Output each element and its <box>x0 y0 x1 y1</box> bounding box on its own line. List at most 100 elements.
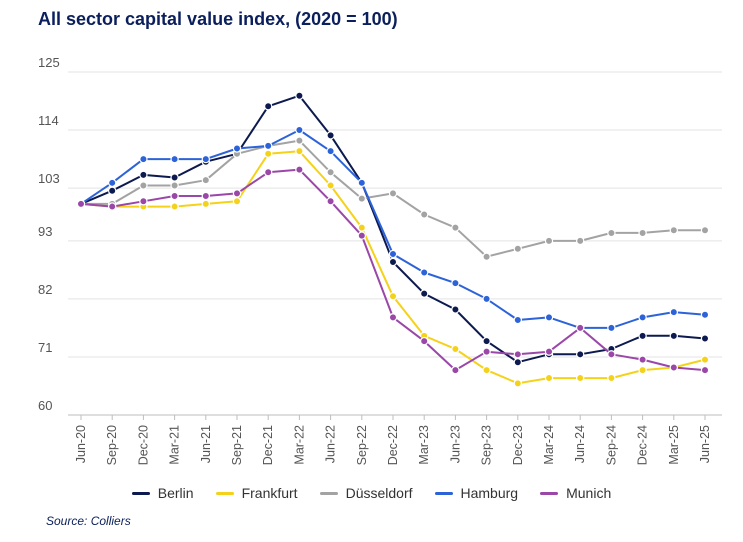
data-point <box>388 249 398 259</box>
data-point <box>107 186 117 195</box>
data-point <box>451 365 460 375</box>
data-point <box>607 323 616 333</box>
data-point <box>357 223 366 232</box>
data-point <box>170 202 179 211</box>
y-tick-label: 125 <box>38 55 60 70</box>
x-tick-label: Dec-20 <box>136 425 150 465</box>
data-point <box>139 154 148 164</box>
legend-label: Hamburg <box>460 485 519 501</box>
legend-swatch <box>215 491 234 495</box>
data-point <box>357 231 366 240</box>
data-point <box>326 197 335 206</box>
chart-grid <box>68 71 722 416</box>
data-point <box>295 146 304 156</box>
data-point <box>170 154 179 164</box>
data-point <box>544 313 554 322</box>
legend-item: Hamburg <box>434 485 519 501</box>
data-point <box>576 373 585 383</box>
y-tick-label: 103 <box>38 171 60 186</box>
data-point <box>576 236 585 246</box>
legend-label: Frankfurt <box>241 485 298 501</box>
data-point <box>420 336 429 346</box>
data-point <box>669 331 679 341</box>
data-point <box>607 228 616 238</box>
data-point <box>451 223 460 232</box>
data-point <box>232 197 242 206</box>
x-tick-label: Jun-21 <box>199 425 213 463</box>
data-point <box>76 199 86 209</box>
data-point <box>170 181 179 190</box>
data-point <box>388 313 398 322</box>
x-tick-label: Dec-21 <box>261 425 275 465</box>
legend-label: Düsseldorf <box>345 485 413 501</box>
data-point <box>264 141 273 151</box>
y-tick-label: 60 <box>38 398 52 413</box>
data-point <box>700 226 710 235</box>
data-point <box>264 102 273 111</box>
data-point <box>139 197 148 206</box>
data-point <box>107 202 117 211</box>
series-frankfurt <box>76 146 710 388</box>
data-point <box>638 355 647 364</box>
data-point <box>513 379 523 388</box>
x-tick-label: Dec-23 <box>511 425 525 465</box>
chart-title: All sector capital value index, (2020 = … <box>38 9 398 29</box>
data-point <box>232 189 242 198</box>
data-point <box>669 363 679 372</box>
data-point <box>638 365 647 375</box>
legend-swatch <box>319 491 338 495</box>
data-point <box>482 336 491 346</box>
data-point <box>107 178 117 188</box>
data-point <box>513 358 523 367</box>
legend-item: Berlin <box>131 485 194 501</box>
data-point <box>638 228 647 238</box>
x-tick-label: Dec-24 <box>636 425 650 465</box>
data-point <box>295 125 304 135</box>
y-tick-label: 82 <box>38 282 52 297</box>
x-tick-label: Jun-22 <box>324 425 338 463</box>
data-point <box>139 170 148 180</box>
data-point <box>482 347 491 356</box>
x-tick-label: Sep-24 <box>604 425 618 465</box>
legend-item: Düsseldorf <box>319 485 413 501</box>
data-point <box>388 292 398 301</box>
data-point <box>513 244 523 253</box>
data-point <box>326 168 335 177</box>
data-point <box>638 313 647 322</box>
legend-item: Frankfurt <box>215 485 298 501</box>
data-point <box>264 168 273 177</box>
data-point <box>295 91 304 100</box>
data-point <box>201 154 210 164</box>
legend-label: Munich <box>566 485 612 501</box>
x-tick-label: Jun-25 <box>698 425 712 463</box>
x-tick-label: Mar-23 <box>417 425 431 465</box>
data-point <box>201 199 210 209</box>
data-point <box>420 210 429 219</box>
data-point <box>700 310 710 319</box>
data-point <box>544 373 554 383</box>
chart-series <box>76 91 710 388</box>
series-hamburg <box>76 125 710 333</box>
data-point <box>638 331 647 341</box>
line-chart: 60 71 82 93 103 114 125 Jun-20 Sep-20 Dec-20 Mar-… <box>38 55 722 465</box>
data-point <box>669 307 679 317</box>
data-point <box>295 136 304 145</box>
data-point <box>170 173 179 182</box>
legend-label: Berlin <box>157 485 194 501</box>
data-point <box>420 289 429 298</box>
data-point <box>357 194 366 203</box>
data-point <box>607 373 616 383</box>
chart-legend: Berlin Frankfurt Düsseldorf Hamburg Munich <box>0 485 743 501</box>
data-point <box>326 181 335 190</box>
legend-swatch <box>131 491 150 495</box>
y-tick-label: 93 <box>38 224 52 239</box>
x-tick-label: Mar-22 <box>292 425 306 465</box>
y-tick-label: 71 <box>38 340 52 355</box>
x-tick-label: Mar-24 <box>542 425 556 465</box>
source-note: Source: Colliers <box>46 514 131 528</box>
x-tick-label: Jun-23 <box>448 425 462 463</box>
x-tick-label: Jun-20 <box>74 425 88 463</box>
data-point <box>544 236 554 246</box>
data-point <box>700 365 710 375</box>
data-point <box>513 350 523 359</box>
